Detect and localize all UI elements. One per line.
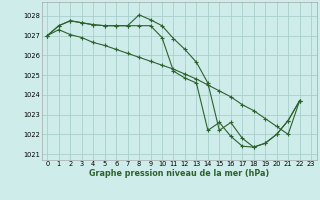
X-axis label: Graphe pression niveau de la mer (hPa): Graphe pression niveau de la mer (hPa) — [89, 169, 269, 178]
